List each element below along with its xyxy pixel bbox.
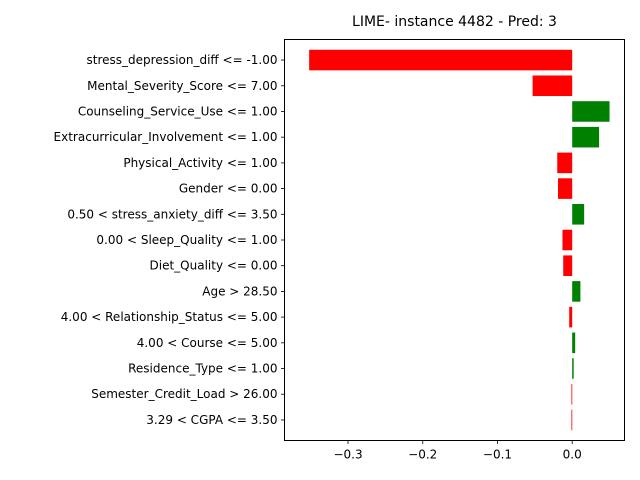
y-tick-label-4: Physical_Activity <= 1.00 — [123, 156, 277, 170]
bar-7 — [562, 229, 573, 251]
bar-2 — [572, 101, 610, 122]
x-tick-label-3: 0.0 — [563, 448, 582, 462]
bar-12 — [572, 358, 574, 379]
x-tick-label-0: −0.3 — [333, 448, 362, 462]
chart-title: LIME- instance 4482 - Pred: 3 — [352, 14, 557, 30]
bar-5 — [557, 178, 573, 199]
y-tick-label-7: 0.00 < Sleep_Quality <= 1.00 — [96, 233, 277, 247]
bar-4 — [557, 152, 573, 174]
y-tick-label-10: 4.00 < Relationship_Status <= 5.00 — [61, 310, 278, 324]
y-tick-labels: stress_depression_diff <= -1.00 Mental_Se… — [54, 53, 285, 427]
y-tick-label-14: 3.29 < CGPA <= 3.50 — [146, 413, 277, 427]
bar-8 — [563, 255, 573, 276]
y-tick-label-5: Gender <= 0.00 — [179, 182, 278, 196]
y-tick-label-8: Diet_Quality <= 0.00 — [150, 259, 278, 273]
bar-6 — [572, 204, 585, 225]
bar-1 — [532, 75, 573, 97]
y-tick-label-0: stress_depression_diff <= -1.00 — [87, 53, 278, 67]
bar-10 — [569, 306, 573, 328]
bar-9 — [572, 281, 581, 302]
y-tick-label-13: Semester_Credit_Load > 26.00 — [91, 387, 277, 401]
y-tick-label-9: Age > 28.50 — [202, 284, 277, 298]
plot-frame — [284, 39, 625, 441]
bar-11 — [572, 332, 576, 354]
x-tick-label-2: −0.1 — [483, 448, 512, 462]
y-tick-label-3: Extracurricular_Involvement <= 1.00 — [54, 130, 278, 144]
y-tick-label-6: 0.50 < stress_anxiety_diff <= 3.50 — [67, 207, 277, 221]
bar-13 — [571, 383, 573, 405]
y-tick-label-12: Residence_Type <= 1.00 — [128, 362, 277, 376]
x-tick-label-1: −0.2 — [408, 448, 437, 462]
y-tick-label-1: Mental_Severity_Score <= 7.00 — [87, 79, 277, 93]
bars-group — [309, 49, 610, 431]
x-ticks: −0.3 −0.2 −0.1 0.0 — [333, 440, 582, 462]
bar-0 — [309, 49, 573, 71]
y-tick-label-2: Counseling_Service_Use <= 1.00 — [78, 104, 278, 118]
bar-3 — [572, 126, 600, 148]
y-tick-label-11: 4.00 < Course <= 5.00 — [137, 336, 278, 350]
bar-14 — [571, 409, 573, 431]
